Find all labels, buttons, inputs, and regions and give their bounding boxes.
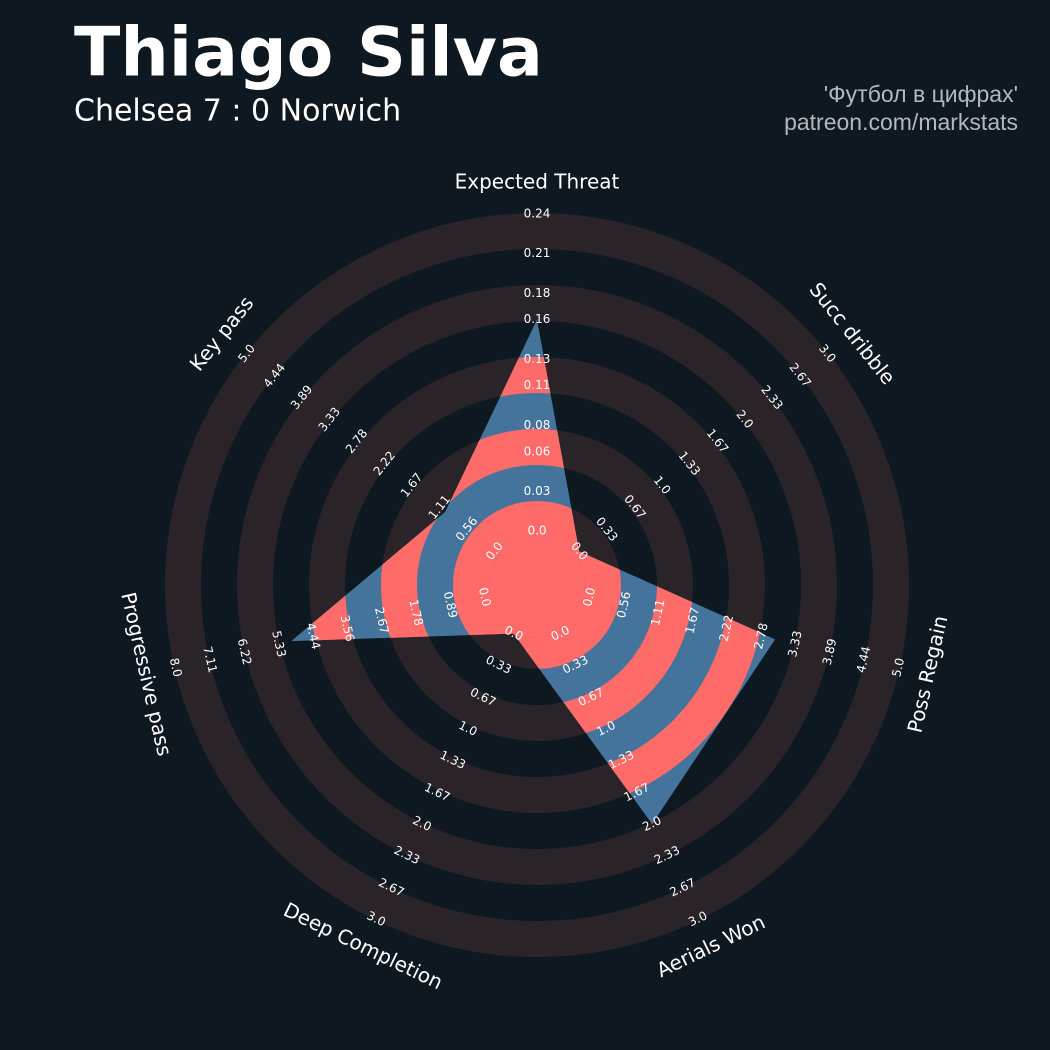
tick-label: 0.18 (524, 286, 551, 300)
tick-label: 0.0 (476, 586, 494, 608)
tick-label: 0.06 (524, 444, 551, 458)
tick-label: 1.67 (683, 606, 703, 635)
tick-label: 0.56 (614, 590, 634, 619)
tick-label: 0.08 (524, 418, 551, 432)
tick-label: 0.11 (524, 378, 551, 392)
tick-label: 1.78 (406, 598, 426, 627)
tick-label: 3.33 (785, 629, 805, 658)
credit: 'Футбол в цифрах' (824, 81, 1018, 107)
tick-label: 6.22 (235, 637, 255, 666)
tick-label: 3.89 (820, 637, 840, 666)
tick-label: 7.11 (200, 645, 220, 674)
tick-label: 0.21 (524, 246, 551, 260)
tick-label: 0.16 (524, 312, 551, 326)
tick-label: 5.0 (889, 657, 907, 679)
tick-label: 3.56 (338, 614, 358, 643)
axis-label: Expected Threat (455, 170, 620, 194)
tick-label: 2.22 (717, 614, 737, 643)
ring-band (165, 213, 909, 957)
credit: patreon.com/markstats (784, 109, 1018, 135)
alt-band (453, 501, 621, 669)
tick-label: 1.11 (648, 598, 668, 627)
tick-label: 4.44 (854, 645, 874, 674)
tick-label: 0.03 (524, 484, 551, 498)
tick-label: 0.13 (524, 352, 551, 366)
tick-label: 0.0 (580, 586, 598, 608)
tick-label: 0.89 (441, 590, 461, 619)
tick-label: 0.24 (524, 207, 551, 221)
ring-band (237, 285, 837, 885)
tick-label: 2.78 (751, 622, 771, 651)
tick-label: 5.33 (269, 629, 289, 658)
chart-title: Thiago Silva (74, 14, 543, 93)
chart-subtitle: Chelsea 7 : 0 Norwich (74, 94, 401, 129)
tick-label: 0.0 (527, 524, 546, 538)
tick-label: 4.44 (304, 621, 324, 650)
center-circle (489, 537, 585, 633)
tick-label: 2.67 (372, 606, 392, 635)
tick-label: 8.0 (167, 657, 185, 679)
